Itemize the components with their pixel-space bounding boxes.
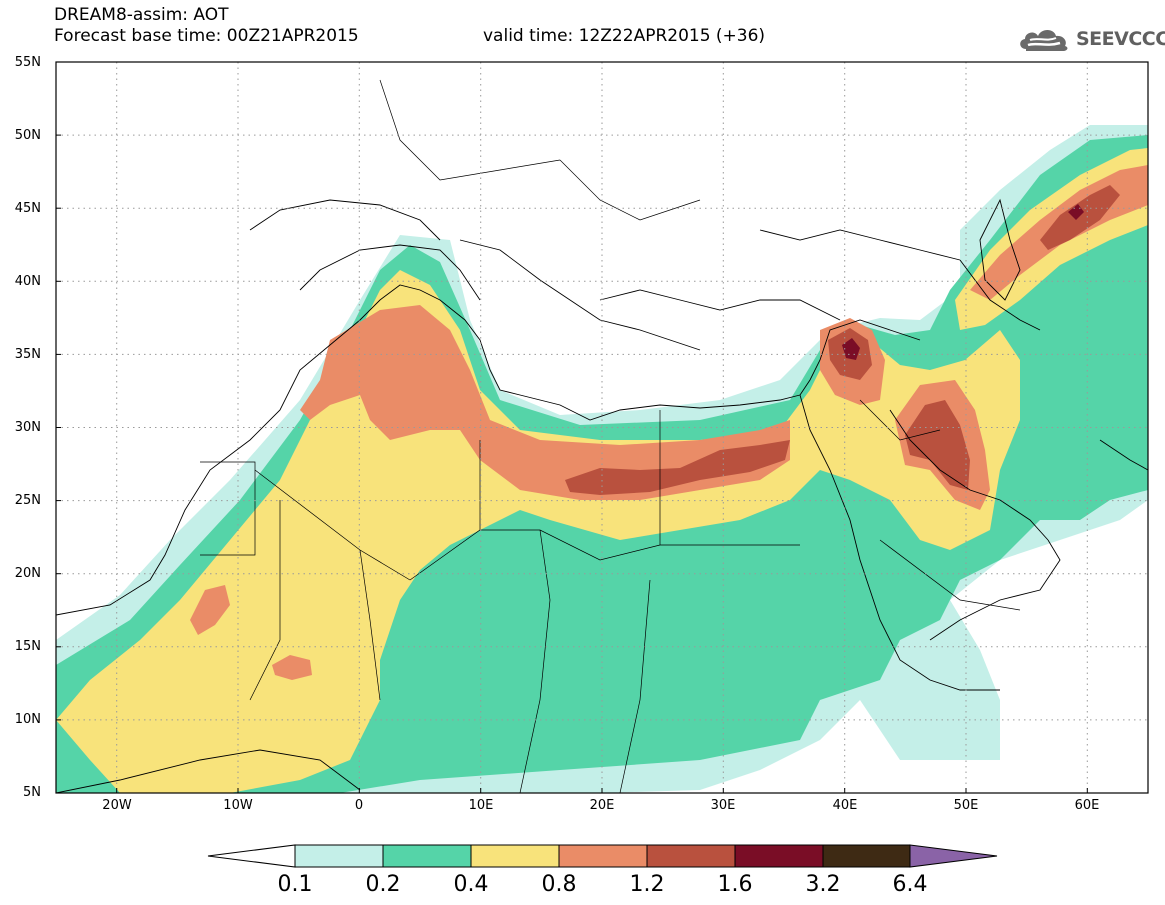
seevccc-logo: SEEVCCC — [1016, 24, 1165, 54]
colorbar-label: 6.4 — [892, 872, 928, 897]
logo-text: SEEVCCC — [1076, 28, 1165, 50]
colorbar-swatch-6 — [734, 844, 824, 868]
map-title: DREAM8-assim: AOT — [54, 5, 229, 25]
coastlines — [56, 198, 1148, 793]
colorbar-swatch-2 — [382, 844, 472, 868]
aot-level-1.2-gulf — [905, 400, 970, 490]
aot-level-0.8 — [300, 305, 790, 500]
forecast-base-time: Forecast base time: 00Z21APR2015 — [54, 26, 359, 46]
lon-label: 10W — [223, 798, 253, 813]
borders — [200, 79, 1021, 793]
lat-label: 50N — [14, 128, 41, 143]
colorbar-label: 0.1 — [277, 872, 313, 897]
lon-label: 0 — [354, 798, 364, 813]
colorbar-label: 0.8 — [541, 872, 577, 897]
lon-label: 20W — [102, 798, 132, 813]
lat-label: 10N — [14, 712, 41, 727]
colorbar-label: 0.4 — [453, 872, 489, 897]
lon-label: 10E — [468, 798, 494, 813]
cloud-icon — [1020, 30, 1068, 51]
lat-label: 45N — [14, 201, 41, 216]
lat-label: 30N — [14, 420, 41, 435]
aot-level-1.6 — [842, 338, 860, 360]
colorbar-label: 3.2 — [805, 872, 841, 897]
colorbar-swatch-3 — [470, 844, 560, 868]
colorbar-label: 1.2 — [629, 872, 665, 897]
axis-ticks — [56, 134, 1088, 793]
lat-label: 35N — [14, 347, 41, 362]
colorbar — [207, 844, 998, 868]
colorbar-swatch-4 — [558, 844, 648, 868]
lon-label: 50E — [953, 798, 979, 813]
colorbar-label: 1.6 — [717, 872, 753, 897]
lat-label: 20N — [14, 566, 41, 581]
aot-level-0.8-mali — [190, 585, 230, 635]
lon-label: 20E — [589, 798, 615, 813]
colorbar-swatch-1 — [294, 844, 384, 868]
valid-time: valid time: 12Z22APR2015 (+36) — [483, 26, 766, 46]
lat-label: 15N — [14, 639, 41, 654]
graticule — [56, 62, 1148, 793]
colorbar-swatch-5 — [646, 844, 736, 868]
lat-label: 55N — [14, 55, 41, 70]
lon-label: 60E — [1074, 798, 1100, 813]
aot-level-0.8-niger — [272, 655, 312, 680]
colorbar-arrow-low — [207, 844, 296, 868]
colorbar-label: 0.2 — [365, 872, 401, 897]
colorbar-swatch-7 — [822, 844, 911, 868]
lat-label: 40N — [14, 274, 41, 289]
lon-label: 40E — [832, 798, 858, 813]
lat-label: 5N — [23, 785, 41, 800]
lon-label: 30E — [710, 798, 736, 813]
lat-label: 25N — [14, 493, 41, 508]
aot-level-1.2-caspian — [1040, 185, 1120, 250]
aot-level-1.2 — [565, 440, 790, 495]
colorbar-arrow-high — [909, 844, 998, 868]
